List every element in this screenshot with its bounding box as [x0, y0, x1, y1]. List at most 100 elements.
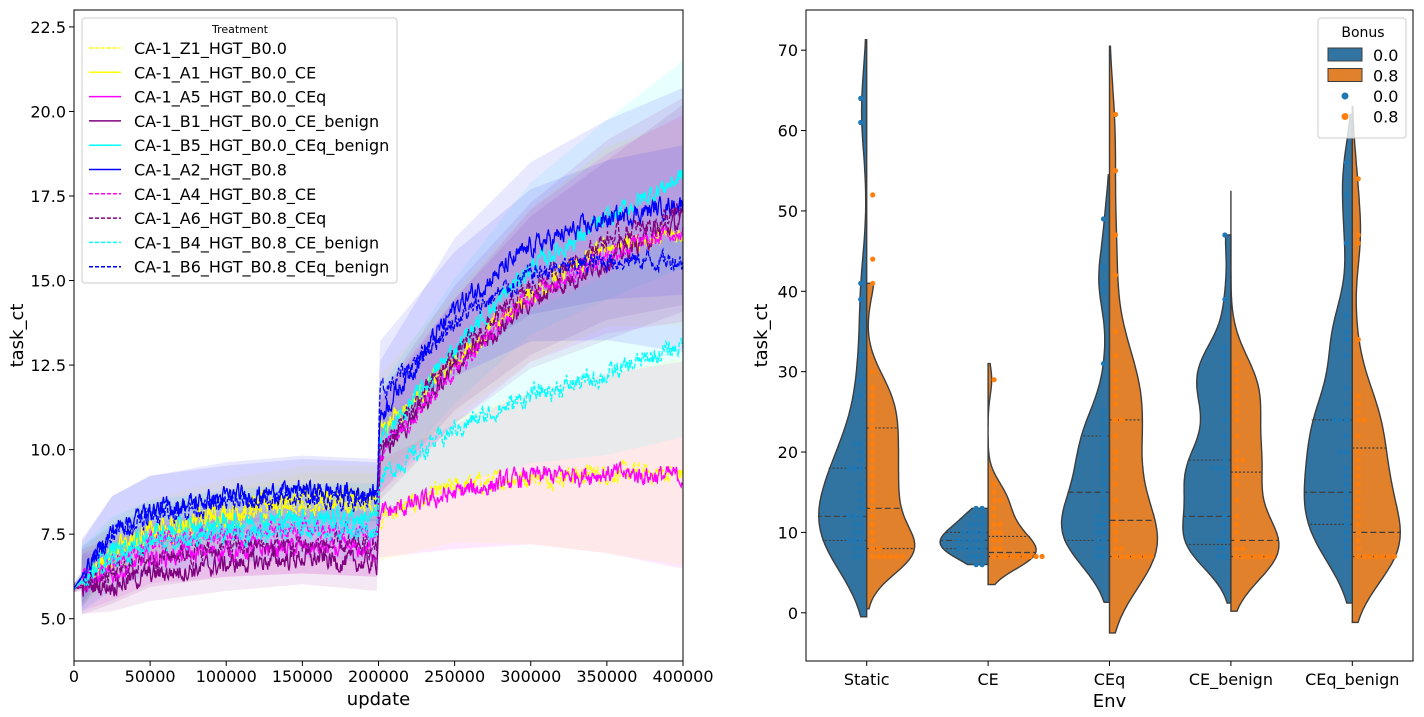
swarm-point — [1216, 537, 1222, 544]
swarm-point — [870, 417, 876, 423]
swarm-point — [1234, 545, 1240, 552]
swarm-point — [1222, 377, 1228, 383]
swarm-point — [1124, 553, 1131, 560]
violin-chart-legend-items: 0.00.80.00.8 — [1327, 46, 1398, 127]
swarm-point — [1270, 553, 1276, 560]
line-chart-x-tick-label: 350000 — [576, 667, 637, 686]
swarm-point — [955, 537, 961, 544]
swarm-point — [852, 521, 858, 528]
swarm-point — [961, 529, 967, 536]
swarm-point — [967, 553, 973, 560]
line-chart-band — [74, 104, 683, 614]
line-chart-legend: Treatment CA-1_Z1_HGT_B0.0 CA-1_A1_HGT_B0… — [81, 17, 398, 284]
swarm-point — [973, 513, 979, 519]
swarm-point — [870, 545, 876, 552]
swarm-point — [1222, 553, 1228, 560]
swarm-point — [1355, 232, 1361, 238]
swarm-point — [858, 545, 864, 552]
swarm-point — [858, 449, 864, 455]
swarm-point — [1234, 529, 1240, 536]
swarm-point — [1100, 497, 1107, 503]
swarm-point — [1112, 465, 1119, 471]
swarm-point — [1222, 361, 1228, 367]
line-chart-x-tick-label: 100000 — [196, 667, 257, 686]
swarm-point — [1234, 537, 1240, 544]
swarm-point — [858, 481, 864, 487]
violin-chart-x-tick-label: CE_benign — [1189, 670, 1273, 690]
swarm-point — [1100, 481, 1107, 487]
swarm-point — [1355, 489, 1361, 495]
swarm-point — [1033, 553, 1039, 560]
violin-chart-y-tick-label: 40 — [778, 282, 798, 301]
swarm-point — [1216, 553, 1222, 560]
swarm-point — [1343, 489, 1349, 495]
violin-chart-x-label: Env — [1093, 691, 1127, 712]
swarm-point — [1373, 553, 1379, 560]
swarm-point — [1112, 393, 1119, 399]
violin-chart-y-tick-label: 0 — [788, 604, 798, 623]
violin-half — [1060, 174, 1111, 603]
violin-chart-x-tick-label: CEq_benign — [1305, 670, 1399, 690]
swarm-point — [973, 529, 979, 536]
violin-chart-y-tick-label: 60 — [778, 122, 798, 141]
line-chart-series-line — [73, 225, 684, 589]
swarm-point — [1222, 433, 1228, 439]
swarm-point — [870, 256, 876, 262]
swarm-point — [1343, 312, 1349, 318]
line-chart-legend-label: CA-1_A4_HGT_B0.8_CE — [134, 185, 316, 205]
swarm-point — [1379, 553, 1385, 560]
swarm-point — [973, 521, 979, 528]
violin-chart-legend-patch — [1327, 47, 1363, 62]
line-chart-y-tick-label: 10.0 — [30, 441, 66, 460]
swarm-point — [967, 537, 973, 544]
swarm-point — [1343, 473, 1349, 479]
swarm-point — [1343, 521, 1349, 528]
swarm-point — [1343, 505, 1349, 511]
swarm-point — [961, 537, 967, 544]
swarm-point — [1100, 425, 1107, 431]
violin-chart-x-tick-label: CE — [977, 670, 998, 689]
swarm-point — [1222, 545, 1228, 552]
swarm-point — [870, 505, 876, 511]
line-chart-legend-label: CA-1_A5_HGT_B0.0_CEq — [134, 88, 326, 108]
swarm-point — [858, 553, 864, 560]
swarm-point — [955, 545, 961, 552]
swarm-point — [1100, 288, 1107, 294]
swarm-point — [1222, 465, 1228, 471]
swarm-point — [1234, 361, 1240, 367]
swarm-point — [1136, 553, 1143, 560]
swarm-point — [1355, 240, 1361, 246]
swarm-point — [1100, 264, 1107, 270]
swarm-point — [1234, 465, 1240, 471]
swarm-point — [1355, 433, 1361, 439]
swarm-point — [858, 296, 864, 302]
line-chart-legend-label: CA-1_B5_HGT_B0.0_CEq_benign — [134, 136, 389, 156]
swarm-point — [979, 562, 985, 568]
swarm-point — [997, 497, 1003, 503]
swarm-point — [1148, 553, 1155, 560]
swarm-point — [1234, 553, 1240, 560]
swarm-point — [1003, 553, 1009, 560]
swarm-point — [991, 545, 997, 552]
line-chart-series-lines — [73, 169, 684, 597]
swarm-point — [1343, 553, 1349, 560]
line-chart-legend-label: CA-1_A2_HGT_B0.8 — [134, 161, 287, 181]
swarm-point — [852, 545, 858, 552]
violin-chart-legend-point — [1341, 113, 1349, 120]
violin-chart-y-ticks: 0 10 20 30 40 50 60 70 — [778, 41, 806, 623]
violin-half — [817, 39, 868, 618]
swarm-point — [870, 513, 876, 519]
swarm-point — [888, 553, 894, 560]
line-chart-x-tick-label: 200000 — [348, 667, 409, 686]
swarm-point — [961, 545, 967, 552]
swarm-point — [1222, 457, 1228, 463]
swarm-point — [1100, 449, 1107, 455]
swarm-point — [1343, 529, 1349, 536]
line-chart-x-tick-label: 150000 — [272, 667, 333, 686]
swarm-point — [858, 95, 864, 101]
swarm-point — [1094, 521, 1101, 528]
swarm-point — [1343, 497, 1349, 503]
swarm-point — [870, 521, 876, 528]
swarm-point — [1112, 328, 1119, 335]
